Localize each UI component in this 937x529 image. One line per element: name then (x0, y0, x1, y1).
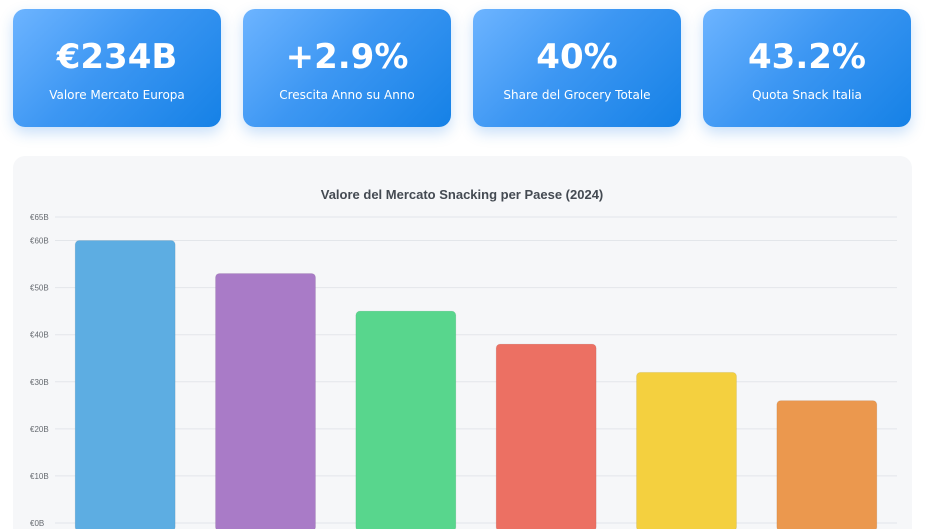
grid-lines (55, 216, 897, 524)
kpi-card-italy-snack-share: 43.2% Quota Snack Italia (703, 9, 911, 127)
y-tick-label: €10B (30, 472, 49, 481)
bar (74, 240, 176, 529)
y-tick-label: €60B (30, 237, 49, 246)
y-tick-label: €50B (30, 284, 49, 293)
kpi-value: 43.2% (748, 37, 866, 77)
kpi-row: €234B Valore Mercato Europa +2.9% Cresci… (13, 9, 911, 127)
bar (776, 400, 878, 529)
bar (355, 310, 457, 529)
y-tick-label: €0B (30, 519, 44, 528)
kpi-value: +2.9% (285, 37, 409, 77)
kpi-value: 40% (536, 37, 618, 77)
kpi-card-market-value: €234B Valore Mercato Europa (13, 9, 221, 127)
bars (74, 240, 878, 529)
kpi-card-grocery-share: 40% Share del Grocery Totale (473, 9, 681, 127)
kpi-value: €234B (56, 37, 178, 77)
kpi-label: Quota Snack Italia (752, 88, 862, 102)
bar-chart: Valore del Mercato Snacking per Paese (2… (30, 187, 897, 529)
y-tick-label: €65B (30, 213, 49, 222)
kpi-label: Valore Mercato Europa (49, 88, 185, 102)
chart-panel: Valore del Mercato Snacking per Paese (2… (13, 156, 912, 529)
bar (495, 343, 597, 529)
chart-title: Valore del Mercato Snacking per Paese (2… (321, 187, 604, 202)
bar (215, 272, 316, 529)
kpi-label: Crescita Anno su Anno (279, 88, 415, 102)
y-tick-label: €30B (30, 378, 49, 387)
kpi-label: Share del Grocery Totale (503, 88, 651, 102)
y-tick-label: €40B (30, 331, 49, 340)
y-axis-ticks: €0B €10B €20B €30B €40B €50B €60B €65B (30, 213, 49, 528)
bar (636, 371, 737, 529)
kpi-card-yoy-growth: +2.9% Crescita Anno su Anno (243, 9, 451, 127)
y-tick-label: €20B (30, 425, 49, 434)
